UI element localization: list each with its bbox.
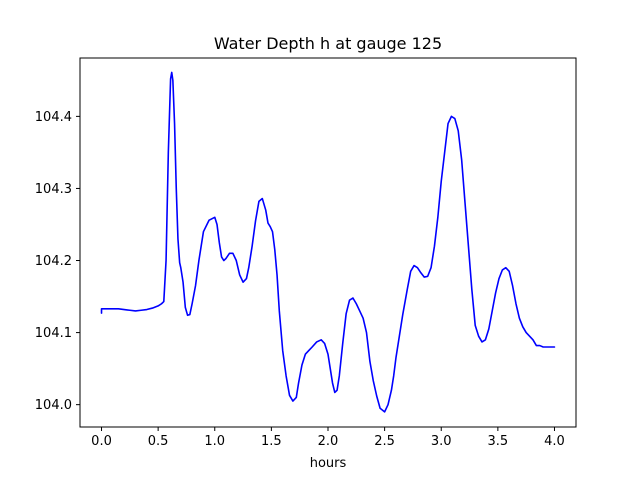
y-tick-label: 104.4 xyxy=(35,110,72,125)
x-tick-label: 1.0 xyxy=(204,434,225,449)
y-tick-label: 104.1 xyxy=(35,326,72,341)
x-tick-label: 1.5 xyxy=(261,434,282,449)
plot-area: 0.0 0.5 1.0 1.5 2.0 2.5 3.0 3.5 4.0 104.0 104.1 104… xyxy=(35,57,577,449)
y-tick-label: 104.2 xyxy=(35,254,72,269)
y-tick-label: 104.0 xyxy=(35,398,72,413)
x-tick-label: 3.5 xyxy=(488,434,509,449)
x-axis-label: hours xyxy=(310,456,347,471)
x-tick-label: 0.0 xyxy=(91,434,112,449)
y-tick-label: 104.3 xyxy=(35,182,72,197)
x-tick-label: 4.0 xyxy=(544,434,565,449)
x-tick-label: 2.5 xyxy=(374,434,395,449)
x-tick-label: 0.5 xyxy=(148,434,169,449)
series-line xyxy=(100,71,556,413)
x-tick-label: 2.0 xyxy=(318,434,339,449)
x-tick-label: 3.0 xyxy=(431,434,452,449)
chart-title: Water Depth h at gauge 125 xyxy=(214,34,442,53)
